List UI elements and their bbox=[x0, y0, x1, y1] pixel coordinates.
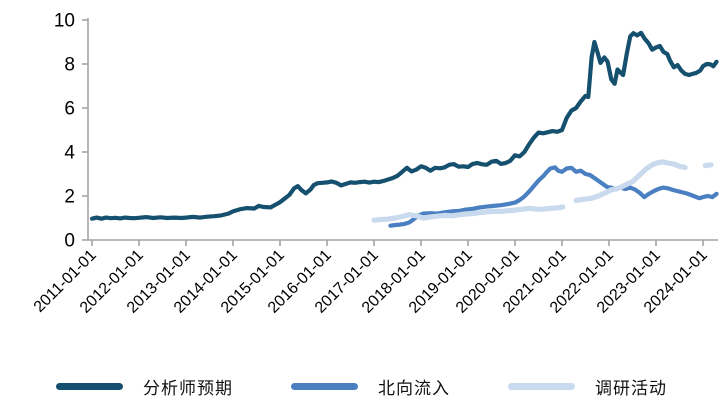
legend-label-survey-activity: 调研活动 bbox=[595, 379, 667, 398]
legend-swatch-analyst-expectation bbox=[56, 382, 123, 391]
series-line-survey-activity bbox=[702, 162, 714, 169]
legend-swatch-northbound-inflow bbox=[291, 382, 358, 391]
line-chart: 02468102011-01-012012-01-012013-01-01201… bbox=[31, 11, 719, 317]
y-tick-label: 6 bbox=[64, 99, 75, 120]
legend-item-survey-activity: 调研活动 bbox=[508, 374, 667, 399]
series-line-northbound-inflow bbox=[388, 165, 719, 228]
series-line-analyst-expectation bbox=[89, 30, 719, 221]
chart-area: 0 2 4 6 8 10 2011-01-01 2012-01-01 2013-01-01 201… bbox=[31, 11, 719, 317]
y-tick-label: 8 bbox=[64, 55, 75, 76]
legend-swatch-survey-activity bbox=[508, 382, 575, 391]
legend-label-analyst-expectation: 分析师预期 bbox=[143, 379, 233, 398]
y-tick-label: 2 bbox=[64, 187, 75, 208]
series-line-survey-activity bbox=[573, 159, 688, 203]
legend-item-northbound-inflow: 北向流入 bbox=[291, 374, 450, 399]
y-tick-label: 10 bbox=[54, 11, 75, 32]
legend: 分析师预期 北向流入 调研活动 bbox=[0, 374, 723, 399]
y-tick-label: 4 bbox=[64, 143, 75, 164]
series-line-survey-activity bbox=[371, 204, 566, 223]
y-tick-label: 0 bbox=[64, 231, 75, 252]
legend-label-northbound-inflow: 北向流入 bbox=[378, 379, 450, 398]
legend-item-analyst-expectation: 分析师预期 bbox=[56, 374, 233, 399]
